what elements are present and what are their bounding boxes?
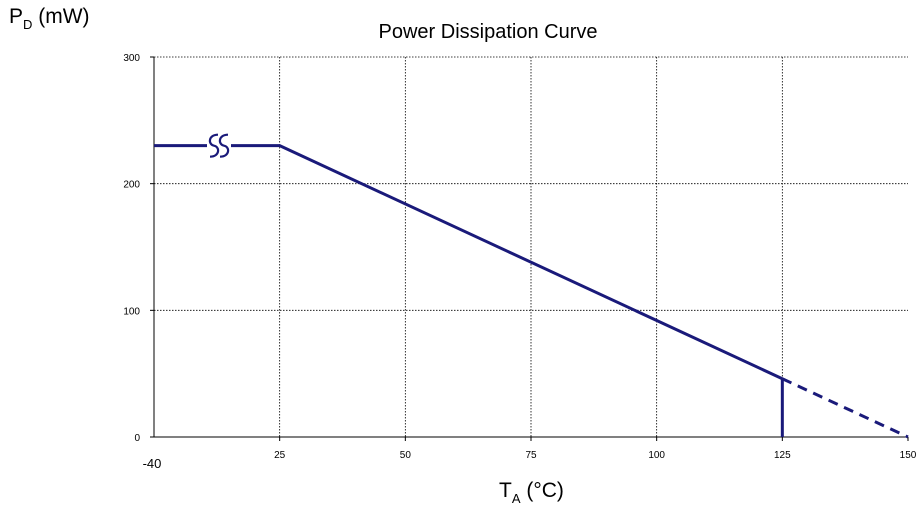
x-tick-label-125: 125 [774,450,791,461]
chart-title: Power Dissipation Curve [379,21,598,43]
y-tick-label-100: 100 [123,306,140,317]
y-axis-title-unit: (mW) [32,5,89,28]
data-series [154,144,909,439]
y-tick-label-0: 0 [134,433,140,444]
x-tick-label-25: 25 [274,450,286,461]
axes [150,56,909,441]
x-tick-label-150: 150 [900,450,917,461]
x-axis-title: TA (°C) [499,479,564,506]
tick-labels: 0 100 200 300 25 50 75 100 125 150 [123,53,916,461]
x-axis-title-subscript: A [512,491,521,506]
break-curve-2 [218,133,230,158]
break-curve-1 [208,133,220,158]
y-axis-title: PD (mW) [9,5,90,32]
break-gap [207,140,231,151]
x-axis-title-unit: (°C) [521,479,564,502]
x-tick-label-75: 75 [525,450,537,461]
axis-break-icon [207,133,231,158]
y-tick-label-200: 200 [123,180,140,191]
y-axis-title-symbol: P [9,5,23,28]
x-axis-title-symbol: T [499,479,512,502]
x-axis-break-label: -40 [143,456,162,471]
data-series-3 [781,377,909,439]
y-tick-label-300: 300 [123,53,140,64]
x-tick-label-50: 50 [400,450,412,461]
data-series-1 [154,144,783,381]
grid-lines [154,56,908,437]
y-axis-title-subscript: D [23,17,32,32]
x-tick-label-100: 100 [648,450,665,461]
